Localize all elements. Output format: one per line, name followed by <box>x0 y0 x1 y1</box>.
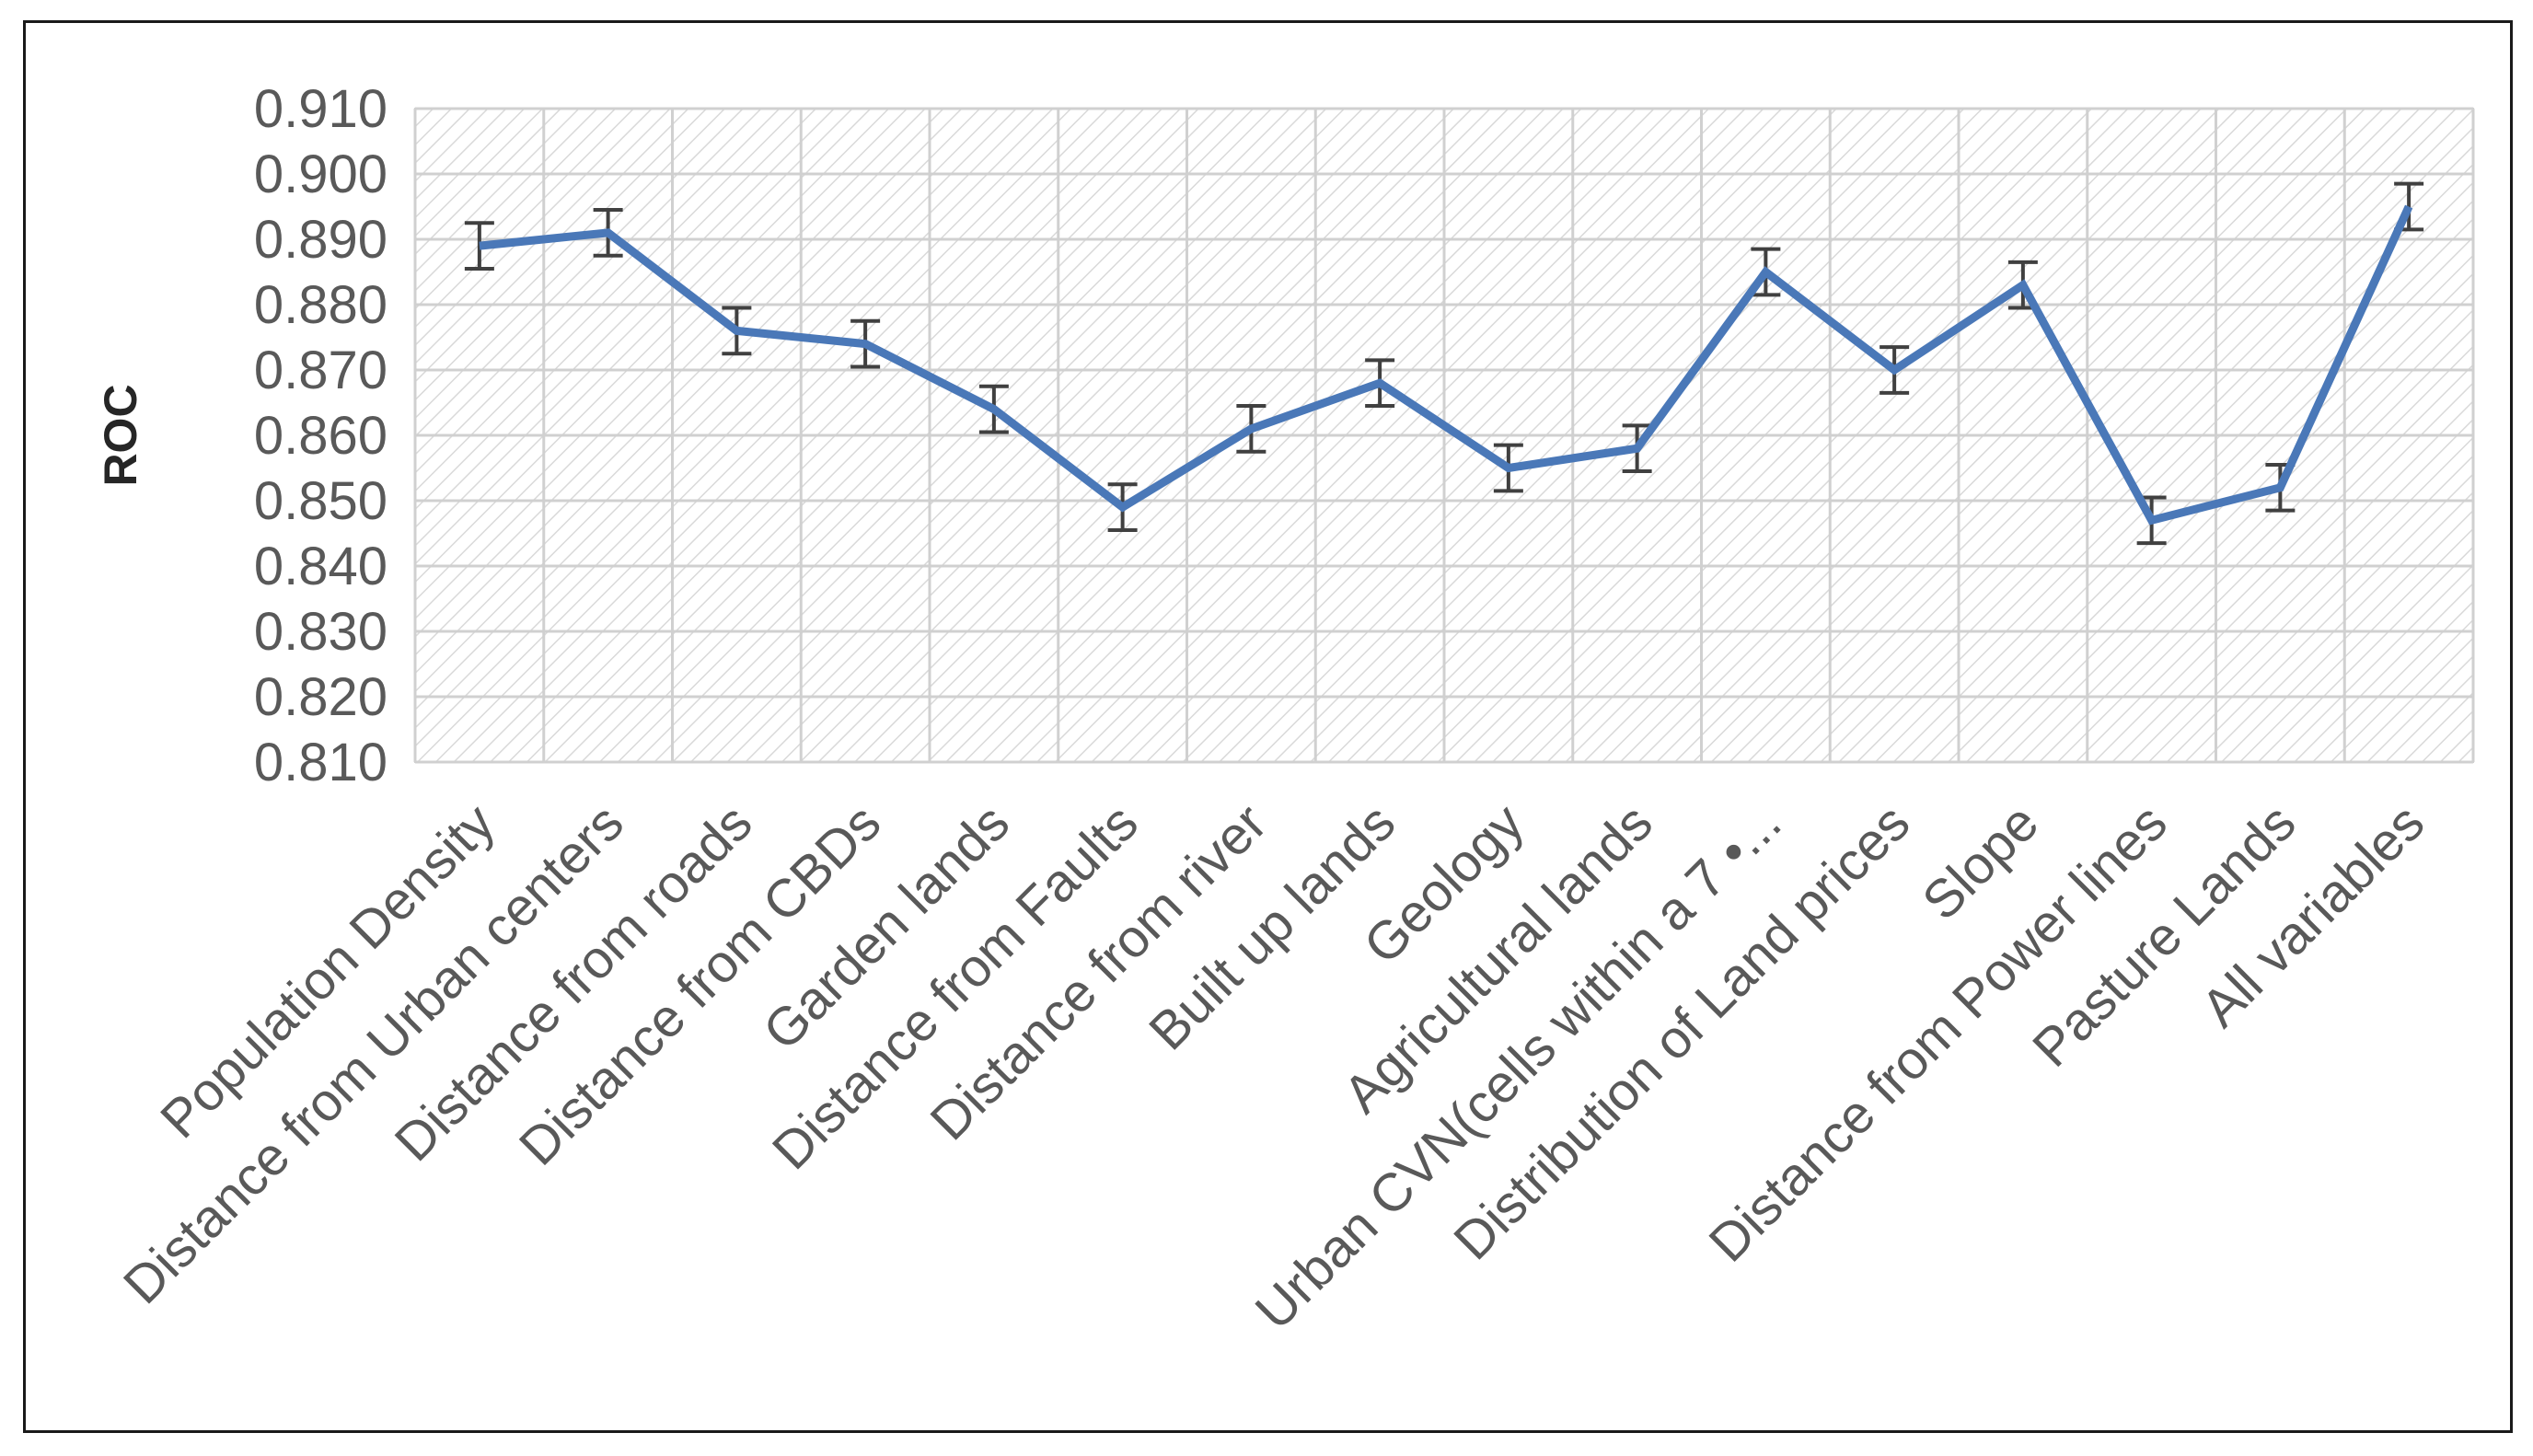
y-tick-label: 0.880 <box>254 275 387 335</box>
chart-frame: 0.810 0.820 0.830 0.840 0.850 0.860 0.870 0.880… <box>23 20 2513 1433</box>
y-tick-label: 0.840 <box>254 537 387 596</box>
roc-series-line <box>479 204 2413 526</box>
x-category-label: Distance from Urban centers <box>112 792 635 1315</box>
error-bars <box>464 181 2424 546</box>
y-tick-label: 0.850 <box>254 471 387 531</box>
grid-lines <box>413 107 2475 764</box>
y-tick-label: 0.890 <box>254 210 387 270</box>
y-axis-title: ROC <box>95 384 146 486</box>
series-line <box>479 204 2413 526</box>
y-tick-label: 0.910 <box>254 79 387 139</box>
y-tick-label: 0.870 <box>254 341 387 400</box>
y-tick-label: 0.830 <box>254 602 387 662</box>
y-tick-label: 0.820 <box>254 667 387 727</box>
y-tick-label: 0.810 <box>254 733 387 792</box>
y-tick-label: 0.900 <box>254 144 387 204</box>
y-tick-label: 0.860 <box>254 406 387 466</box>
